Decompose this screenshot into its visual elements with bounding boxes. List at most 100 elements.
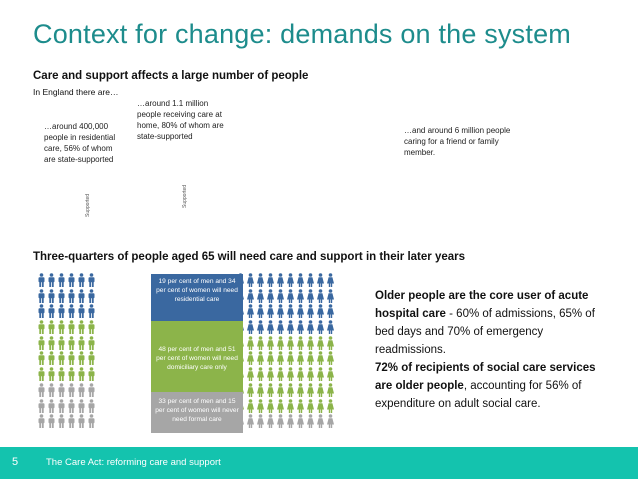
person-icon — [256, 367, 265, 382]
person-icon — [276, 335, 285, 350]
person-icon — [67, 273, 76, 287]
person-icon — [296, 335, 305, 350]
person-icon — [296, 304, 305, 319]
person-icon — [246, 351, 255, 366]
people-pictogram — [37, 273, 335, 430]
person-icon — [37, 273, 46, 287]
person-icon — [246, 304, 255, 319]
person-icon — [256, 320, 265, 335]
person-icon — [326, 351, 335, 366]
person-icon — [47, 414, 56, 429]
side-text-bold-1: Older people are the core user of acute … — [375, 290, 589, 320]
person-icon — [286, 320, 295, 335]
person-icon — [296, 351, 305, 366]
person-icon — [67, 367, 76, 382]
person-icon — [57, 367, 66, 382]
person-icon — [47, 304, 56, 319]
person-icon — [77, 367, 86, 382]
person-icon — [87, 367, 96, 382]
person-icon — [256, 304, 265, 319]
person-icon — [87, 383, 96, 397]
person-icon — [246, 414, 255, 429]
person-icon — [77, 383, 86, 397]
person-icon — [256, 398, 265, 413]
supported-label: Supported — [182, 184, 188, 208]
person-icon — [57, 335, 66, 350]
person-icon — [57, 304, 66, 319]
callout-residential: 19 per cent of men and 34 per cent of wo… — [151, 274, 243, 321]
person-icon — [47, 273, 56, 287]
section2-heading: Three-quarters of people aged 65 will ne… — [33, 251, 466, 263]
side-text-bold-2: 72% of recipients of social care service… — [375, 362, 596, 392]
person-icon — [286, 398, 295, 413]
person-icon — [296, 288, 305, 303]
person-icon — [77, 398, 86, 413]
person-icon — [67, 320, 76, 335]
person-icon — [286, 288, 295, 303]
person-icon — [266, 288, 275, 303]
person-icon — [37, 398, 46, 413]
person-icon — [286, 351, 295, 366]
person-icon — [67, 304, 76, 319]
person-icon — [306, 367, 315, 382]
person-icon — [326, 304, 335, 319]
person-icon — [276, 304, 285, 319]
person-icon — [306, 398, 315, 413]
person-icon — [77, 288, 86, 303]
person-icon — [316, 367, 325, 382]
person-icon — [87, 351, 96, 366]
person-icon — [87, 335, 96, 350]
person-icon — [37, 383, 46, 397]
person-icon — [57, 273, 66, 287]
person-icon — [286, 414, 295, 429]
person-icon — [306, 351, 315, 366]
person-icon — [276, 383, 285, 397]
annotation-carers: …and around 6 million people caring for … — [404, 126, 511, 157]
person-icon — [47, 351, 56, 366]
person-icon — [47, 398, 56, 413]
annotation-residential-care: …around 400,000 people in residential ca… — [44, 122, 116, 164]
person-icon — [37, 320, 46, 335]
person-icon — [67, 335, 76, 350]
person-icon — [266, 383, 275, 397]
person-icon — [296, 320, 305, 335]
page-title: Context for change: demands on the syste… — [33, 19, 571, 49]
person-icon — [266, 304, 275, 319]
person-icon — [276, 414, 285, 429]
person-icon — [306, 288, 315, 303]
person-icon — [67, 351, 76, 366]
person-icon — [296, 367, 305, 382]
person-icon — [306, 335, 315, 350]
person-icon — [47, 367, 56, 382]
pictogram-row — [37, 367, 335, 383]
person-icon — [256, 383, 265, 397]
callout-domiciliary: 48 per cent of men and 51 per cent of wo… — [151, 321, 243, 392]
person-icon — [296, 398, 305, 413]
person-icon — [316, 383, 325, 397]
person-icon — [276, 398, 285, 413]
person-icon — [306, 273, 315, 287]
person-icon — [37, 367, 46, 382]
person-icon — [276, 367, 285, 382]
person-icon — [77, 414, 86, 429]
person-icon — [77, 304, 86, 319]
person-icon — [246, 335, 255, 350]
person-icon — [326, 335, 335, 350]
person-icon — [57, 320, 66, 335]
person-icon — [286, 273, 295, 287]
person-icon — [326, 398, 335, 413]
person-icon — [326, 367, 335, 382]
annotation-care-at-home: …around 1.1 million people receiving car… — [137, 99, 224, 141]
person-icon — [316, 335, 325, 350]
person-icon — [77, 335, 86, 350]
person-icon — [87, 304, 96, 319]
person-icon — [256, 288, 265, 303]
person-icon — [37, 335, 46, 350]
person-icon — [256, 351, 265, 366]
person-icon — [326, 273, 335, 287]
person-icon — [37, 288, 46, 303]
person-icon — [326, 320, 335, 335]
person-icon — [57, 414, 66, 429]
person-icon — [266, 414, 275, 429]
side-text-1: - 60% of admissions, 65% of bed days and… — [375, 308, 595, 356]
